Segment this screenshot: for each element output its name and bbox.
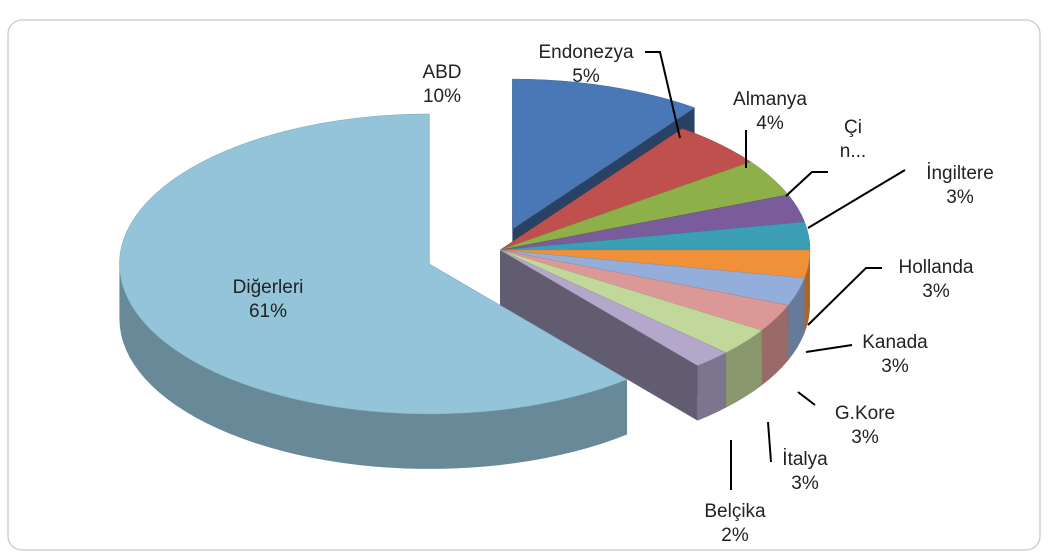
data-label: İngiltere 3% xyxy=(926,162,994,210)
category-label: ABD xyxy=(422,62,462,83)
slice xyxy=(499,128,752,251)
slice-side xyxy=(804,250,810,334)
category-label: Çi n... xyxy=(839,117,867,162)
leader-line xyxy=(805,344,853,353)
value-label: 3% xyxy=(881,356,909,377)
value-label: 2% xyxy=(721,525,749,546)
slice-side xyxy=(697,352,726,421)
data-label: İtalya 3% xyxy=(782,448,827,496)
data-label: Almanya 4% xyxy=(733,88,807,136)
data-label: Belçika 2% xyxy=(704,500,765,548)
category-label: Endonezya xyxy=(538,42,634,63)
value-label: 3% xyxy=(851,427,879,448)
slice xyxy=(119,113,628,415)
category-label: İngiltere xyxy=(926,163,994,184)
value-label: 3% xyxy=(946,187,974,208)
leader-line xyxy=(797,391,816,406)
data-label: Çi n... xyxy=(840,116,866,164)
category-label: G.Kore xyxy=(834,403,896,424)
category-label: Kanada xyxy=(862,332,928,353)
value-label: 61% xyxy=(248,301,288,322)
leader-line xyxy=(807,169,906,229)
data-label: Hollanda 3% xyxy=(899,256,974,304)
category-label: İtalya xyxy=(782,449,828,470)
value-label: 4% xyxy=(756,113,784,134)
data-label: G.Kore 3% xyxy=(835,402,895,450)
category-label: Hollanda xyxy=(898,257,974,278)
value-label: 5% xyxy=(572,66,600,87)
slice-side xyxy=(788,278,805,361)
category-label: Belçika xyxy=(704,501,766,522)
data-label: ABD 10% xyxy=(422,61,461,109)
leader-line xyxy=(785,171,828,197)
data-label: Endonezya 5% xyxy=(538,41,633,89)
value-label: 10% xyxy=(422,86,462,107)
slice-wall xyxy=(500,250,698,421)
leader-line xyxy=(767,421,772,463)
category-label: Almanya xyxy=(733,89,807,110)
value-label: 3% xyxy=(791,473,819,494)
slice-side xyxy=(119,263,628,469)
slice xyxy=(512,78,696,230)
category-label: Diğerleri xyxy=(232,277,304,298)
leader-line xyxy=(807,267,882,326)
slice xyxy=(499,249,727,366)
data-label: Diğerleri 61% xyxy=(233,276,304,324)
leader-lines xyxy=(645,51,906,490)
slice-side xyxy=(725,330,762,408)
leader-line xyxy=(645,51,681,139)
data-label: Kanada 3% xyxy=(862,331,928,379)
value-label: 3% xyxy=(922,281,950,302)
